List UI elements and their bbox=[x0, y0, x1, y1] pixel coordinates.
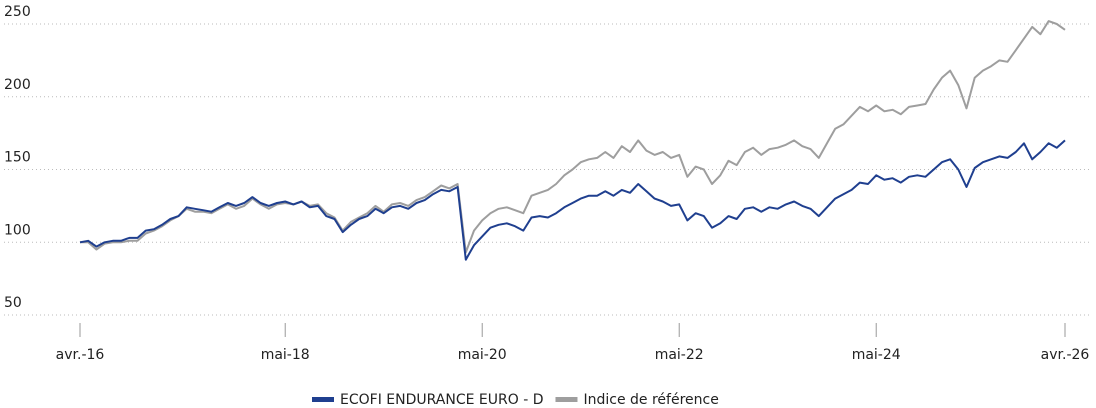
x-tick-label: mai-24 bbox=[852, 347, 901, 363]
legend-swatch bbox=[312, 397, 334, 402]
x-tick-label: mai-20 bbox=[458, 347, 507, 363]
x-tick-label: avr.-16 bbox=[56, 347, 105, 363]
legend: ECOFI ENDURANCE EURO - D Indice de référe… bbox=[312, 392, 719, 408]
legend-label: ECOFI ENDURANCE EURO - D bbox=[340, 392, 543, 408]
y-tick-label: 50 bbox=[4, 295, 22, 311]
y-tick-label: 200 bbox=[4, 77, 31, 93]
y-tick-label: 100 bbox=[4, 222, 31, 238]
legend-label: Indice de référence bbox=[583, 392, 718, 408]
y-tick-label: 150 bbox=[4, 150, 31, 166]
x-tick-label: avr.-26 bbox=[1041, 347, 1090, 363]
y-tick-label: 250 bbox=[4, 4, 31, 20]
x-tick-label: mai-18 bbox=[261, 347, 310, 363]
series-line bbox=[80, 20, 1066, 254]
series-line bbox=[79, 139, 1066, 261]
x-tick-label: mai-22 bbox=[655, 347, 704, 363]
legend-swatch bbox=[555, 397, 578, 402]
